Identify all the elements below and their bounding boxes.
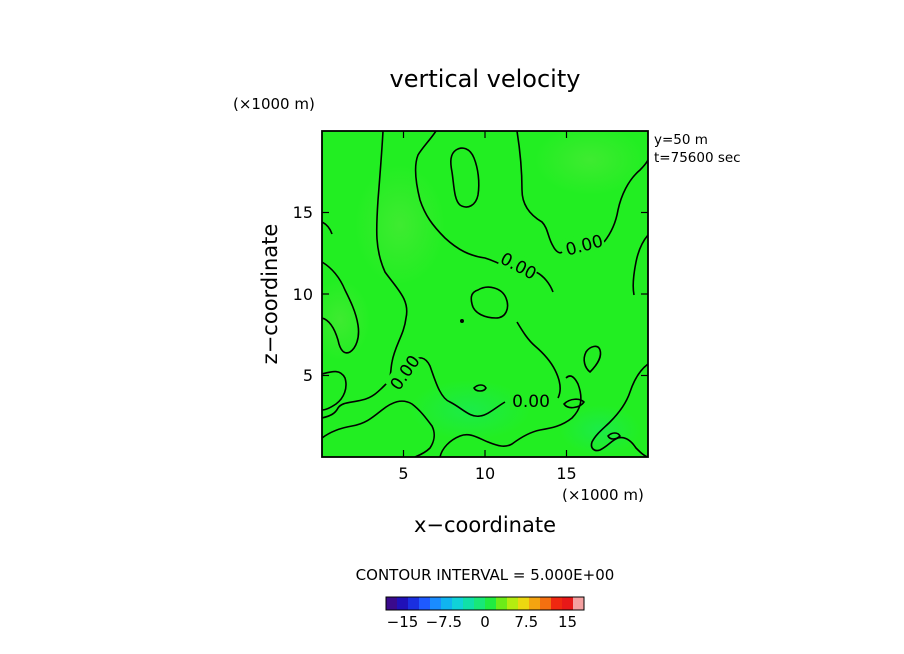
- contour-line: [414, 131, 516, 273]
- colorbar-tick-label: 7.5: [514, 613, 538, 631]
- contour-line: [516, 321, 561, 399]
- colorbar-tick-label: −15: [387, 613, 419, 631]
- x-tick-label: 10: [475, 464, 495, 483]
- colorbar-cell: [452, 597, 464, 610]
- colorbar-tick-label: 0: [480, 613, 490, 631]
- contour-line: [535, 271, 554, 293]
- contour-line: [590, 363, 648, 457]
- contour-line: [583, 345, 602, 373]
- colorbar-cell: [463, 597, 475, 610]
- y-axis-label: z−coordinate: [258, 224, 282, 365]
- y-axis-unit: (×1000 m): [233, 95, 315, 113]
- contour-line: [473, 384, 487, 392]
- info-y-value: y=50 m: [654, 132, 708, 148]
- colorbar-cell: [540, 597, 552, 610]
- colorbar-cell: [397, 597, 409, 610]
- colorbar-cell: [408, 597, 420, 610]
- y-tick-label: 5: [303, 366, 313, 385]
- colorbar-cell: [507, 597, 519, 610]
- colorbar-cell: [386, 597, 398, 610]
- contour-line: [322, 261, 360, 354]
- colorbar-tick-label: 15: [558, 613, 577, 631]
- colorbar-cell: [496, 597, 508, 610]
- tick-marks: [322, 131, 648, 457]
- contour-line: [322, 400, 435, 457]
- zero-contour-lines: [322, 131, 648, 457]
- field-shade-positive: [355, 165, 445, 285]
- contour-line: [322, 370, 347, 411]
- contour-label: 0.00: [512, 392, 550, 412]
- colorbar-cell: [474, 597, 486, 610]
- contour-line: [470, 286, 509, 319]
- colorbar: −15 −7.5 0 7.5 15: [385, 596, 585, 631]
- contour-line: [459, 318, 464, 323]
- x-axis-label: x−coordinate: [414, 513, 556, 537]
- y-tick-label: 15: [293, 203, 313, 222]
- contour-line: [322, 131, 408, 419]
- colorbar-cell: [562, 597, 574, 610]
- colorbar-cell: [441, 597, 453, 610]
- contour-line: [322, 221, 333, 235]
- field-shade-negative: [560, 405, 640, 455]
- x-axis-unit: (×1000 m): [562, 486, 644, 504]
- colorbar-cell: [518, 597, 530, 610]
- x-tick-label: 15: [556, 464, 576, 483]
- contour-interval-text: CONTOUR INTERVAL = 5.000E+00: [356, 566, 615, 584]
- x-tick-label: 5: [398, 464, 408, 483]
- contour-line: [413, 357, 506, 418]
- colorbar-cell: [430, 597, 442, 610]
- contour-line: [439, 375, 582, 457]
- field-shade-negative: [410, 380, 530, 440]
- contour-line: [607, 432, 621, 440]
- field-shade-positive: [535, 131, 645, 195]
- colorbar-cell: [485, 597, 497, 610]
- chart-title: vertical velocity: [390, 65, 581, 93]
- colorbar-cell: [419, 597, 431, 610]
- colorbar-tick-label: −7.5: [426, 613, 462, 631]
- contour-line: [450, 147, 480, 208]
- info-time-value: t=75600 sec: [654, 150, 741, 166]
- colorbar-cell: [551, 597, 563, 610]
- colorbar-cell: [573, 597, 585, 610]
- colorbar-cell: [529, 597, 541, 610]
- contour-line: [603, 159, 648, 243]
- plot-area: 0.00 0.00 0.00 0.00: [321, 130, 649, 458]
- contour-line: [563, 398, 585, 409]
- contour-line: [516, 131, 563, 254]
- colorbar-frame: [385, 596, 585, 611]
- contour-line: [632, 234, 648, 296]
- y-tick-label: 10: [293, 285, 313, 304]
